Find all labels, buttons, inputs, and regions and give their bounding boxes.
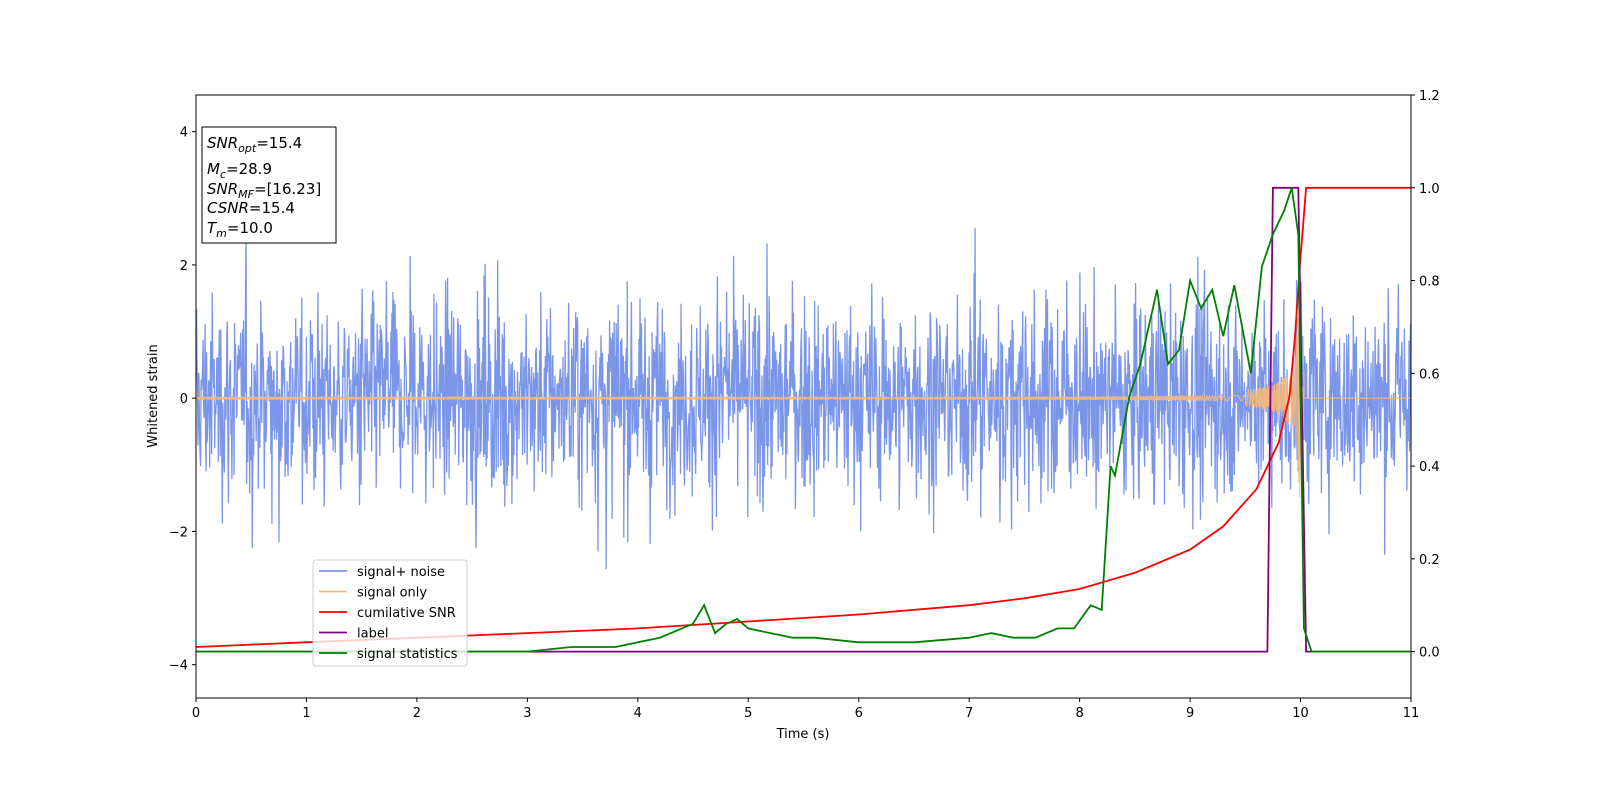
- x-tick-label: 7: [965, 706, 973, 721]
- y-axis-title-left: Whitened strain: [146, 344, 161, 447]
- legend-label: cumilative SNR: [357, 606, 456, 621]
- x-tick-label: 5: [744, 706, 752, 721]
- y-right-tick-label: 0.6: [1419, 367, 1440, 382]
- x-tick-label: 4: [634, 706, 642, 721]
- legend: signal+ noise signal only cumilative SNR la…: [312, 559, 468, 667]
- x-axis-title: Time (s): [776, 727, 830, 742]
- annotation-box: SNRopt=15.4 Mc=28.9 SNRMF=[16.23] CSNR=1…: [201, 126, 337, 244]
- y-right-tick-label: 0.2: [1419, 553, 1440, 568]
- x-tick-label: 8: [1075, 706, 1083, 721]
- x-tick-label: 0: [192, 706, 200, 721]
- y-right-tick-label: 1.0: [1419, 182, 1440, 197]
- y-left-tick-label: −2: [169, 525, 188, 540]
- series-signal-statistics-line: [196, 187, 1411, 653]
- annotation-snr-opt: SNRopt=15.4: [207, 134, 302, 155]
- legend-label: label: [357, 627, 388, 642]
- plot-frame: [195, 94, 1412, 699]
- x-tick-label: 3: [523, 706, 531, 721]
- series-cumulative-snr-line: [196, 186, 1411, 648]
- x-tick-label: 11: [1403, 706, 1420, 721]
- x-tick-label: 2: [413, 706, 421, 721]
- annotation-tm: Tm=10.0: [207, 219, 273, 240]
- x-tick-label: 10: [1292, 706, 1309, 721]
- y-left-tick-label: 4: [180, 126, 188, 141]
- series-signal-noise-line: [196, 228, 1411, 570]
- y-left-tick-label: 0: [180, 392, 188, 407]
- y-right-tick-label: 0.8: [1419, 275, 1440, 290]
- x-tick-label: 1: [302, 706, 310, 721]
- y-left-tick-label: −4: [169, 659, 188, 674]
- legend-label: signal only: [357, 586, 427, 601]
- annotation-mc: Mc=28.9: [207, 160, 272, 181]
- x-tick-label: 6: [855, 706, 863, 721]
- y-right-tick-label: 1.2: [1419, 89, 1440, 104]
- annotation-csnr: CSNR=15.4: [207, 199, 295, 217]
- y-left-tick-label: 2: [180, 259, 188, 274]
- x-tick-label: 9: [1186, 706, 1194, 721]
- y-right-tick-label: 0.4: [1419, 460, 1440, 475]
- annotation-snr-mf: SNRMF=[16.23]: [207, 180, 321, 201]
- legend-label: signal+ noise: [357, 565, 445, 580]
- series-signal-only-line: [196, 318, 1411, 498]
- legend-label: signal statistics: [357, 647, 458, 662]
- y-right-tick-label: 0.0: [1419, 646, 1440, 661]
